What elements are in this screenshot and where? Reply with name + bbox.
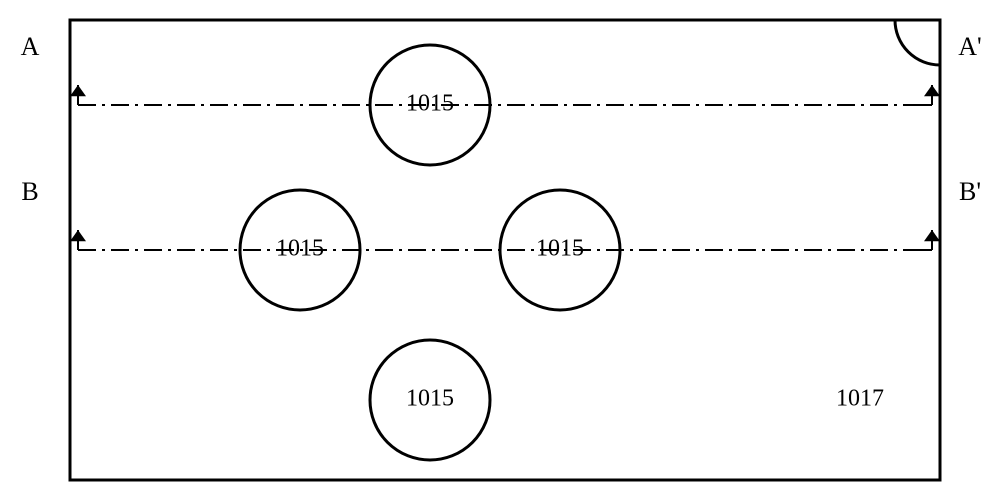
section-label-B-left: B <box>21 177 38 206</box>
section-label-B-right: B' <box>959 177 981 206</box>
section-label-A-left: A <box>21 32 40 61</box>
circle-label: 1015 <box>406 386 454 412</box>
circle-label: 1015 <box>276 236 324 262</box>
region-label: 1017 <box>836 386 884 412</box>
circle-label: 1015 <box>406 91 454 117</box>
section-label-A-right: A' <box>958 32 981 61</box>
circle-label: 1015 <box>536 236 584 262</box>
